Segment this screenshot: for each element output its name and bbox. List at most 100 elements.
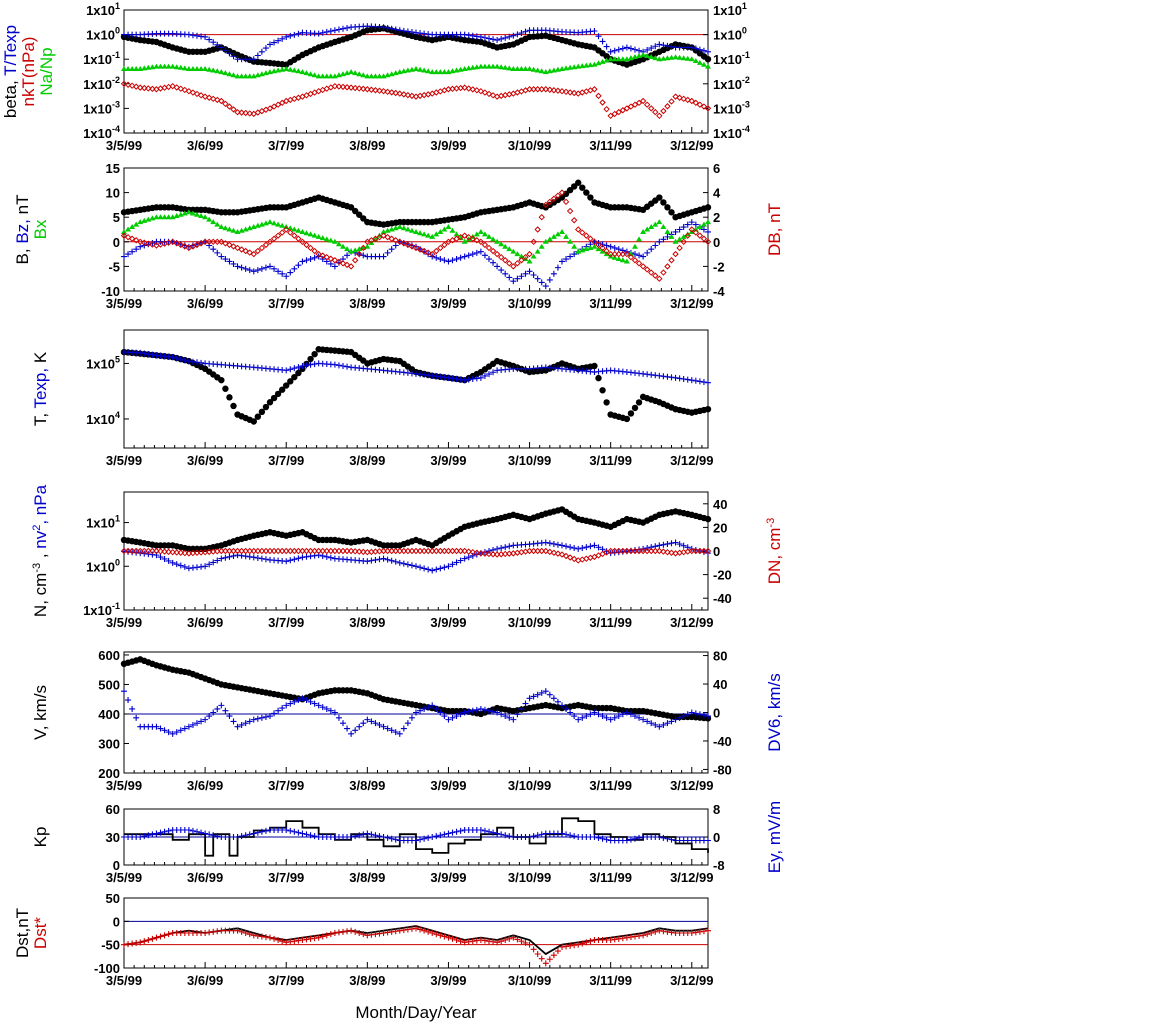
data-point [441, 226, 448, 232]
data-point [242, 553, 249, 560]
data-point [684, 55, 691, 61]
data-point [643, 547, 651, 555]
data-point [623, 547, 631, 555]
data-point [202, 214, 209, 220]
data-point [258, 933, 265, 940]
data-point [538, 547, 545, 555]
data-point [579, 940, 586, 947]
data-point [469, 32, 476, 39]
data-point [368, 718, 375, 725]
data-point [700, 226, 707, 233]
data-point [522, 270, 529, 277]
data-point [222, 707, 229, 714]
data-point [161, 63, 168, 69]
data-point [189, 32, 196, 39]
data-point [550, 695, 557, 702]
data-point [230, 227, 237, 233]
y-axis-title: beta, T/Texp [1, 25, 20, 118]
data-point [481, 231, 488, 237]
data-point [660, 236, 667, 243]
data-point [477, 827, 484, 833]
data-point [266, 238, 274, 246]
data-point [404, 91, 412, 99]
data-point [234, 263, 241, 270]
x-tick-label: 3/6/99 [187, 296, 223, 311]
data-point [514, 260, 521, 267]
data-point [656, 219, 663, 225]
data-point [287, 557, 294, 564]
data-point [279, 705, 286, 712]
data-point [481, 549, 488, 556]
data-point [563, 543, 570, 550]
series-2 [121, 827, 711, 844]
data-point [518, 257, 525, 264]
data-point [343, 261, 351, 269]
data-point [696, 547, 704, 555]
y-tick-label: 1x10-4 [83, 124, 120, 141]
data-point [230, 243, 237, 250]
data-point [291, 226, 298, 232]
data-point [234, 73, 241, 79]
data-point [238, 264, 245, 271]
data-point [267, 263, 273, 270]
data-point [688, 377, 695, 384]
data-point [510, 32, 517, 39]
x-tick-label: 3/8/99 [349, 973, 385, 988]
data-point [498, 711, 505, 718]
data-point [575, 63, 582, 69]
data-point [287, 366, 294, 373]
data-point [473, 231, 480, 237]
data-point [388, 89, 395, 96]
x-tick-label: 3/8/99 [349, 138, 385, 153]
data-point [392, 558, 399, 565]
data-point [676, 375, 683, 382]
y2-tick-label: 6 [713, 161, 720, 176]
data-point [291, 373, 298, 381]
data-point [388, 835, 395, 842]
series-2 [121, 219, 711, 290]
data-point [611, 547, 618, 555]
data-point [128, 82, 136, 89]
data-point [408, 925, 415, 932]
data-point [331, 263, 338, 270]
data-point [704, 515, 712, 523]
x-tick-label: 3/5/99 [106, 296, 142, 311]
data-point [124, 81, 132, 88]
data-point [502, 937, 509, 943]
data-point [364, 86, 371, 93]
data-point [615, 713, 622, 720]
y-tick-label: 1x104 [86, 410, 120, 427]
data-point [319, 704, 326, 711]
data-point [705, 837, 711, 844]
data-point [242, 265, 249, 272]
data-point [388, 547, 395, 555]
data-point [481, 63, 488, 69]
x-tick-label: 3/8/99 [349, 870, 385, 885]
data-point [441, 241, 448, 249]
data-point [664, 103, 671, 110]
data-point [400, 27, 407, 34]
data-point [153, 214, 160, 220]
data-point [189, 358, 196, 365]
x-tick-label: 3/5/99 [106, 138, 142, 153]
data-point [514, 275, 521, 282]
data-point [494, 939, 501, 946]
data-point [364, 73, 371, 79]
data-point [246, 553, 253, 560]
data-point [344, 252, 351, 259]
data-point [307, 361, 314, 368]
data-point [185, 358, 192, 365]
data-point [311, 935, 318, 942]
data-point [453, 376, 460, 382]
data-point [120, 80, 128, 88]
data-point [465, 554, 472, 561]
data-point [445, 563, 452, 570]
data-point [299, 937, 306, 943]
data-point [360, 72, 367, 78]
data-point [465, 938, 472, 945]
data-point [197, 92, 205, 99]
data-point [457, 938, 464, 945]
data-point [627, 253, 635, 261]
data-point [323, 932, 330, 939]
data-point [189, 89, 197, 96]
